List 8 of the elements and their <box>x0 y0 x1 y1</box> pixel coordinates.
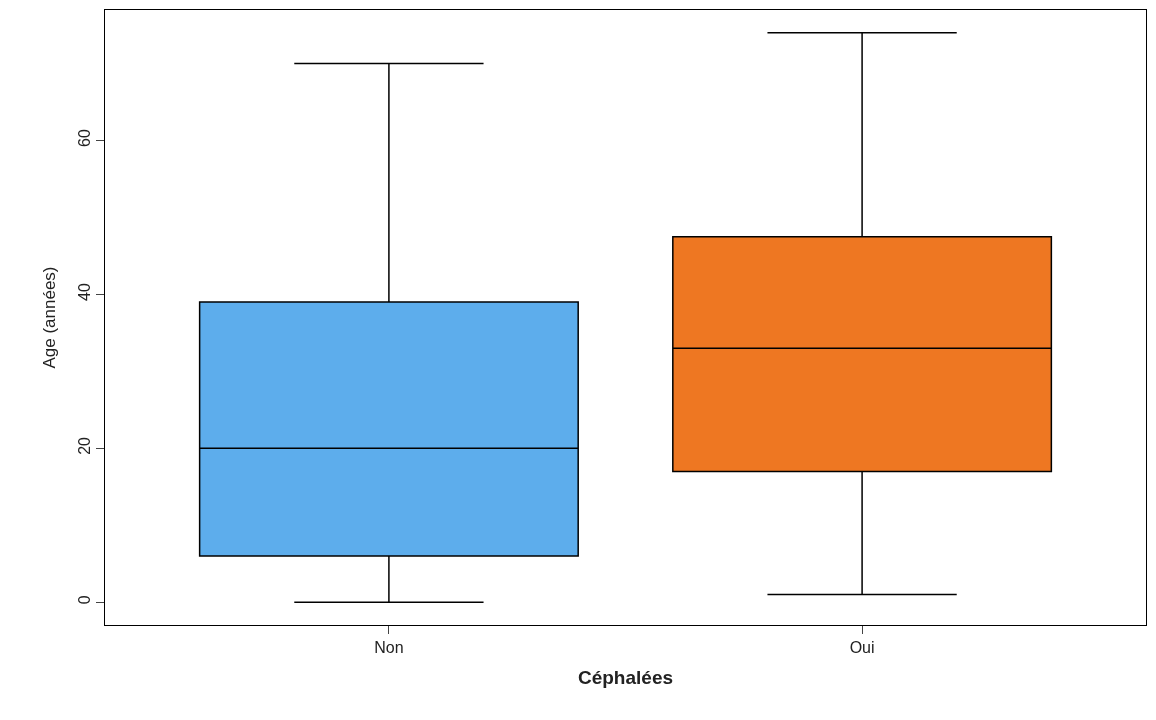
y-tick-label: 0 <box>75 595 93 605</box>
y-tick-label: 40 <box>75 283 93 301</box>
x-axis-title: Céphalées <box>577 667 674 688</box>
y-tick-label: 60 <box>75 129 93 148</box>
y-axis-title: Age (années) <box>40 266 60 369</box>
y-tick-label: 20 <box>75 436 93 455</box>
x-tick-label: Non <box>374 639 404 657</box>
x-tick-label: Oui <box>849 639 875 657</box>
